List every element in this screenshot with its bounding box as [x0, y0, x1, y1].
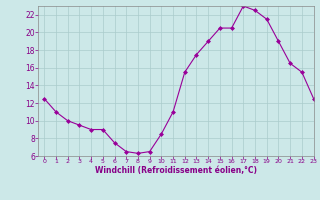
X-axis label: Windchill (Refroidissement éolien,°C): Windchill (Refroidissement éolien,°C) — [95, 166, 257, 175]
